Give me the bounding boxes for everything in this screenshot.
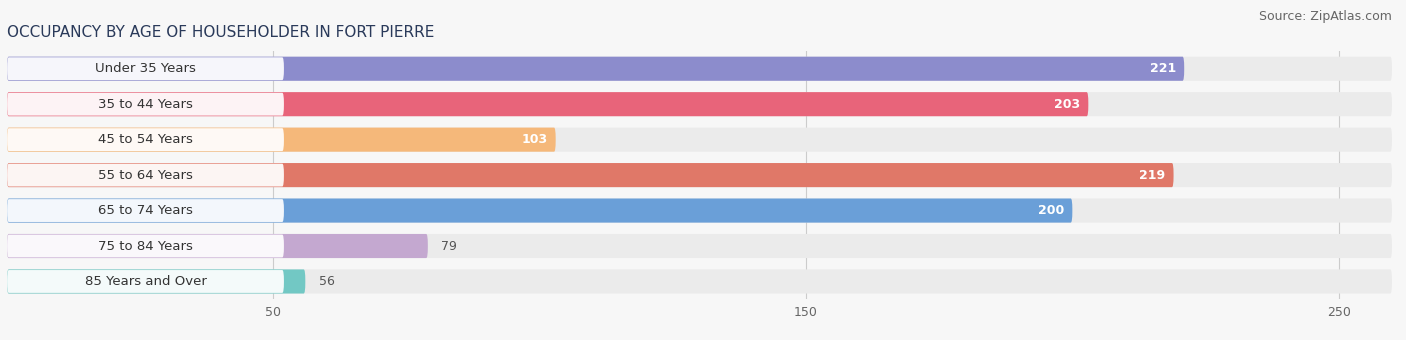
FancyBboxPatch shape	[7, 164, 284, 187]
Text: 65 to 74 Years: 65 to 74 Years	[98, 204, 193, 217]
FancyBboxPatch shape	[7, 269, 305, 293]
FancyBboxPatch shape	[7, 128, 555, 152]
FancyBboxPatch shape	[7, 128, 1392, 152]
FancyBboxPatch shape	[7, 234, 1392, 258]
Text: 85 Years and Over: 85 Years and Over	[84, 275, 207, 288]
FancyBboxPatch shape	[7, 163, 1392, 187]
FancyBboxPatch shape	[7, 57, 1392, 81]
FancyBboxPatch shape	[7, 128, 284, 151]
FancyBboxPatch shape	[7, 57, 284, 80]
FancyBboxPatch shape	[7, 234, 427, 258]
FancyBboxPatch shape	[7, 199, 1392, 223]
Text: OCCUPANCY BY AGE OF HOUSEHOLDER IN FORT PIERRE: OCCUPANCY BY AGE OF HOUSEHOLDER IN FORT …	[7, 25, 434, 40]
FancyBboxPatch shape	[7, 199, 284, 222]
Text: 203: 203	[1054, 98, 1080, 111]
FancyBboxPatch shape	[7, 269, 1392, 293]
FancyBboxPatch shape	[7, 270, 284, 293]
Text: 79: 79	[441, 239, 457, 253]
Text: Source: ZipAtlas.com: Source: ZipAtlas.com	[1258, 10, 1392, 23]
Text: 56: 56	[319, 275, 335, 288]
Text: 221: 221	[1150, 62, 1177, 75]
FancyBboxPatch shape	[7, 163, 1174, 187]
Text: 35 to 44 Years: 35 to 44 Years	[98, 98, 193, 111]
FancyBboxPatch shape	[7, 92, 1088, 116]
FancyBboxPatch shape	[7, 92, 1392, 116]
FancyBboxPatch shape	[7, 235, 284, 257]
FancyBboxPatch shape	[7, 199, 1073, 223]
Text: 75 to 84 Years: 75 to 84 Years	[98, 239, 193, 253]
FancyBboxPatch shape	[7, 57, 1184, 81]
Text: Under 35 Years: Under 35 Years	[96, 62, 195, 75]
Text: 45 to 54 Years: 45 to 54 Years	[98, 133, 193, 146]
Text: 219: 219	[1139, 169, 1166, 182]
FancyBboxPatch shape	[7, 93, 284, 116]
Text: 103: 103	[522, 133, 548, 146]
Text: 200: 200	[1038, 204, 1064, 217]
Text: 55 to 64 Years: 55 to 64 Years	[98, 169, 193, 182]
